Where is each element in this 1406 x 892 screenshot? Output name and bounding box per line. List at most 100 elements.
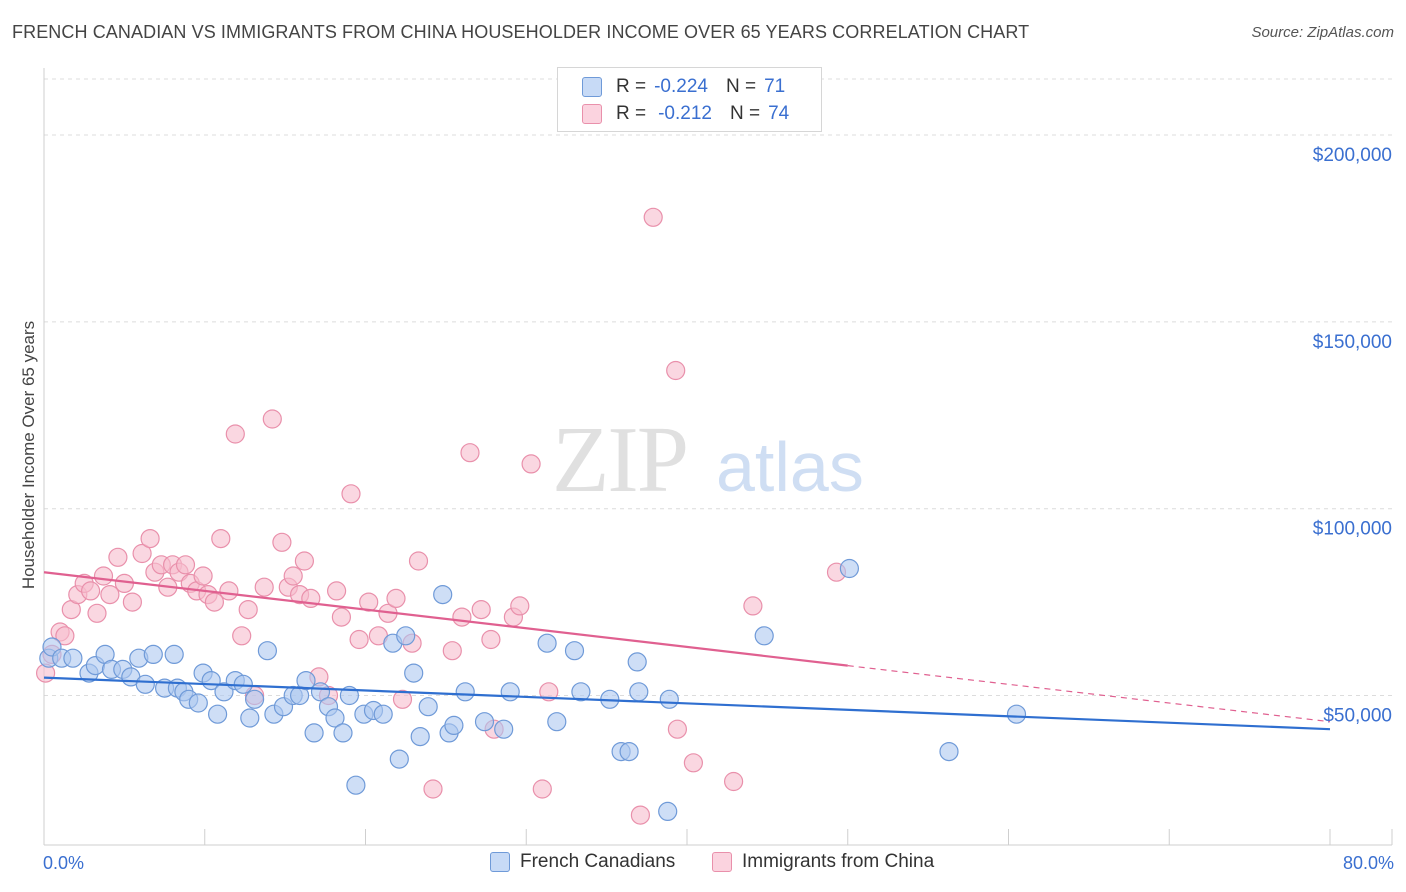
blue-point-12 xyxy=(143,644,163,665)
regression-line-immigrants-china xyxy=(43,571,848,667)
pink-point-11 xyxy=(108,547,128,567)
blue-point-25 xyxy=(240,708,260,728)
legend-row-french-canadians: R = -0.224 N = 71 xyxy=(582,75,785,99)
blue-point-27 xyxy=(257,641,277,661)
blue-point-65 xyxy=(658,801,678,822)
n-label: N = xyxy=(725,76,757,97)
chart-source: Source: ZipAtlas.com xyxy=(1251,24,1394,41)
regression-extension-immigrants-china xyxy=(847,665,1331,723)
series-french-canadians xyxy=(39,558,1027,822)
blue-point-11 xyxy=(135,674,155,694)
pink-point-39 xyxy=(294,551,314,571)
pink-point-62 xyxy=(510,596,530,616)
points-layer xyxy=(35,207,1027,825)
pink-point-33 xyxy=(254,577,274,597)
blue-point-49 xyxy=(433,584,453,605)
regression-layer xyxy=(43,571,1331,731)
watermark: ZIP atlas xyxy=(552,408,864,512)
pink-point-55 xyxy=(442,641,462,661)
pink-point-51 xyxy=(392,689,413,709)
legend-label-french-canadians: French Canadians xyxy=(520,851,676,872)
pink-point-56 xyxy=(452,607,472,627)
blue-point-53 xyxy=(474,712,495,732)
pink-point-27 xyxy=(211,528,231,549)
pink-point-30 xyxy=(232,626,252,646)
pink-point-10 xyxy=(100,584,120,605)
pink-point-47 xyxy=(359,592,379,612)
r-label: R = xyxy=(616,103,647,124)
blue-point-51 xyxy=(444,715,464,736)
y-tick-label-3: $200,000 xyxy=(1313,145,1392,166)
pink-point-14 xyxy=(132,543,152,564)
pink-point-67 xyxy=(643,207,663,227)
legend-item-french-canadians: French Canadians xyxy=(490,851,675,873)
blue-point-64 xyxy=(629,682,649,702)
blue-point-67 xyxy=(754,626,774,646)
pink-point-58 xyxy=(471,599,491,620)
regression-line-french-canadians xyxy=(43,676,1331,731)
y-tick-label-2: $150,000 xyxy=(1313,332,1392,353)
correlation-legend: R = -0.224 N = 71 R = -0.212 N = 74 xyxy=(557,67,822,132)
r-value-blue: -0.224 xyxy=(654,76,708,97)
pink-point-63 xyxy=(521,454,541,474)
n-value-blue: 71 xyxy=(764,76,786,97)
blue-point-47 xyxy=(410,726,430,747)
pink-point-21 xyxy=(175,555,196,575)
blue-point-66 xyxy=(659,689,679,709)
pink-point-3 xyxy=(55,626,75,646)
pink-point-70 xyxy=(683,753,704,773)
blue-point-54 xyxy=(494,719,514,739)
blue-point-58 xyxy=(564,641,585,661)
pink-point-34 xyxy=(262,409,282,429)
pink-point-66 xyxy=(630,805,651,825)
pink-point-64 xyxy=(532,779,552,799)
y-tick-label-0: $50,000 xyxy=(1323,706,1392,727)
pink-point-65 xyxy=(539,682,559,702)
pink-point-72 xyxy=(743,596,763,616)
pink-point-59 xyxy=(481,629,501,650)
blue-point-42 xyxy=(373,704,393,724)
x-tick-label-min: 0.0% xyxy=(43,853,85,873)
legend-row-immigrants-china: R = -0.212 N = 74 xyxy=(582,102,789,126)
blue-swatch-icon xyxy=(490,852,510,872)
blue-point-34 xyxy=(310,682,331,702)
pink-point-44 xyxy=(331,607,351,627)
pink-point-31 xyxy=(238,599,258,620)
blue-point-3 xyxy=(63,648,83,668)
blue-point-33 xyxy=(304,723,324,743)
y-axis-label: Householder Income Over 65 years xyxy=(19,320,38,590)
pink-point-50 xyxy=(386,588,406,609)
pink-point-13 xyxy=(122,592,142,612)
pink-point-45 xyxy=(341,484,361,504)
blue-point-36 xyxy=(325,708,345,728)
pink-point-35 xyxy=(272,532,292,552)
pink-point-53 xyxy=(408,551,429,571)
blue-point-21 xyxy=(208,704,228,724)
axis-layer xyxy=(43,68,1393,846)
chart-title: FRENCH CANADIAN VS IMMIGRANTS FROM CHINA… xyxy=(12,22,1030,42)
legend-label-immigrants-china: Immigrants from China xyxy=(742,851,935,872)
blue-point-37 xyxy=(333,723,353,743)
pink-point-69 xyxy=(667,719,688,739)
blue-point-56 xyxy=(537,633,557,653)
pink-swatch-icon xyxy=(582,104,602,124)
r-value-pink: -0.212 xyxy=(658,103,712,124)
blue-point-63 xyxy=(627,652,647,672)
blue-point-32 xyxy=(296,670,316,691)
pink-point-54 xyxy=(423,779,443,799)
series-legend: French Canadians Immigrants from China xyxy=(0,851,1406,879)
blue-point-45 xyxy=(396,626,416,646)
blue-point-46 xyxy=(404,663,424,683)
pink-point-7 xyxy=(80,581,101,601)
pink-point-37 xyxy=(283,566,303,586)
n-label: N = xyxy=(729,103,761,124)
blue-point-70 xyxy=(1006,704,1027,724)
legend-item-immigrants-china: Immigrants from China xyxy=(712,851,934,873)
watermark-zip: ZIP xyxy=(552,408,687,512)
blue-point-52 xyxy=(455,682,475,702)
blue-point-69 xyxy=(939,741,959,762)
r-label: R = xyxy=(616,76,647,97)
pink-point-24 xyxy=(193,566,213,586)
pink-swatch-icon xyxy=(712,852,732,872)
